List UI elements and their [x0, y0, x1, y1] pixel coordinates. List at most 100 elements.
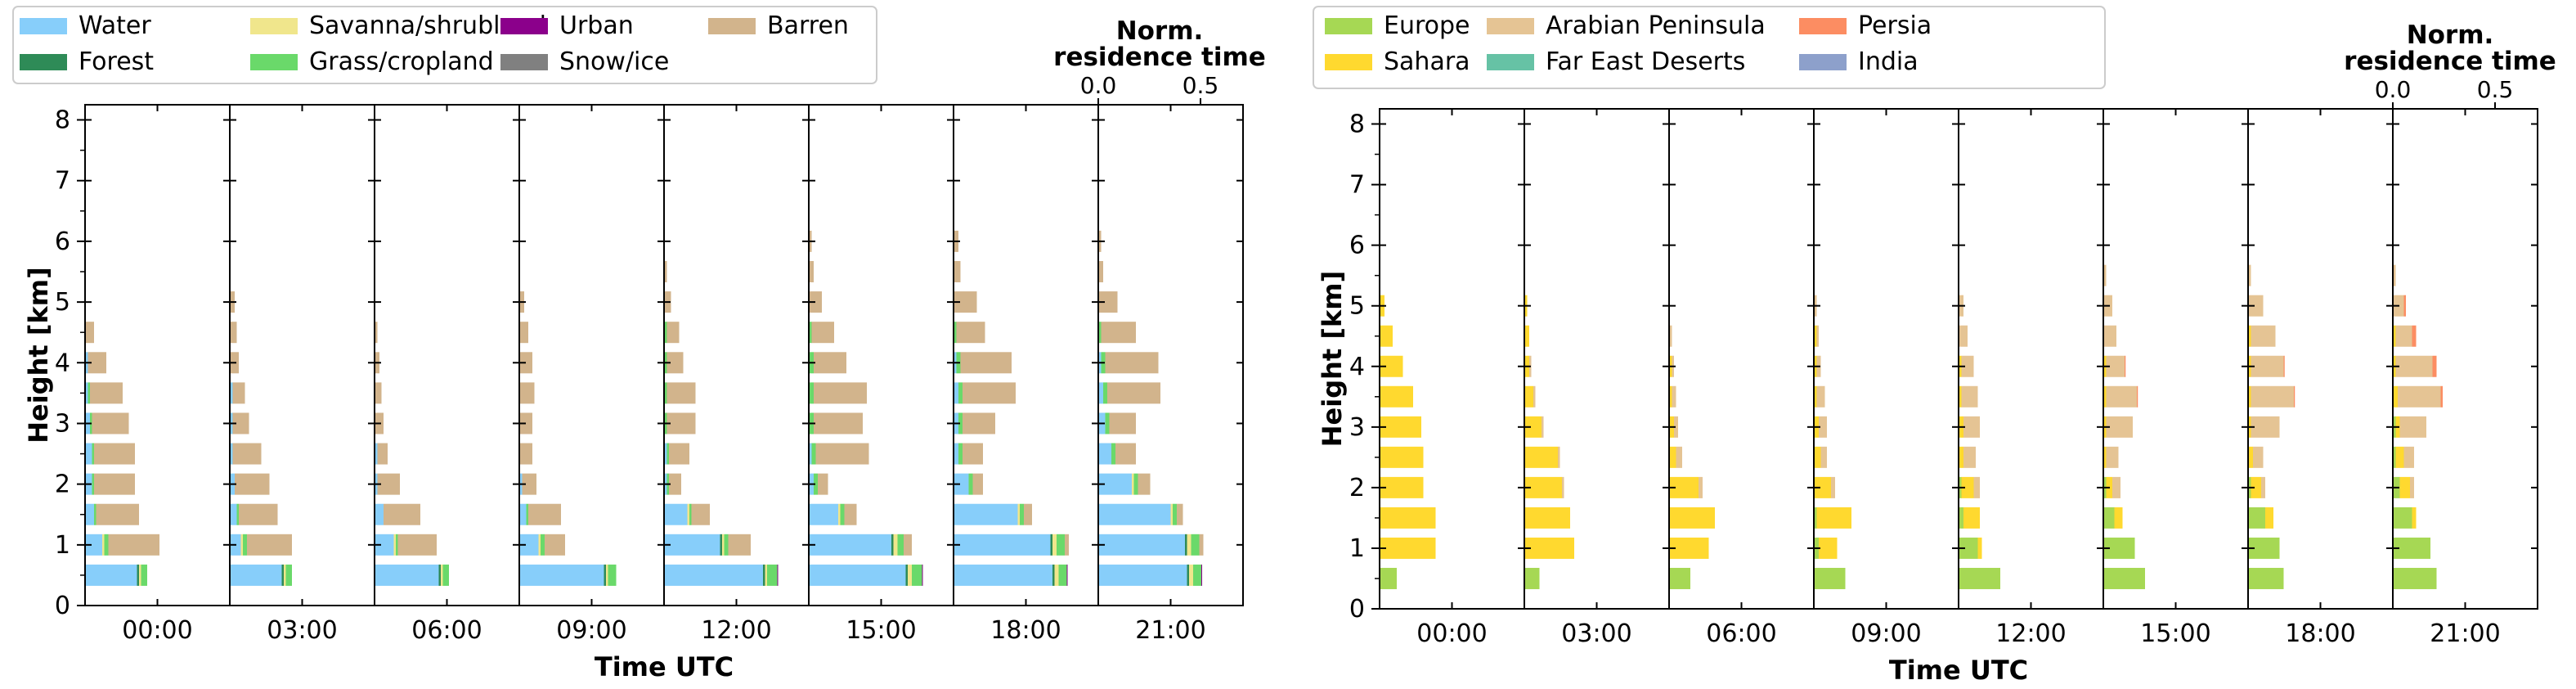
- bar-segment: [235, 473, 270, 495]
- bar-segment: [1101, 322, 1136, 344]
- bar-segment: [2394, 507, 2412, 529]
- y-tick-label: 7: [55, 167, 70, 196]
- y-tick-label: 1: [55, 531, 70, 560]
- legend-label: Snow/ice: [559, 47, 669, 76]
- inset-axis-title: Norm.: [1116, 16, 1204, 46]
- x-tick-label: 18:00: [990, 616, 1061, 645]
- bar-segment: [724, 534, 729, 556]
- bar-segment: [2394, 385, 2398, 408]
- x-tick-label: 09:00: [556, 616, 626, 645]
- y-tick-label: 4: [55, 349, 70, 377]
- bar-segment: [393, 534, 396, 556]
- bar-segment: [520, 534, 539, 556]
- bar-segment: [669, 473, 681, 495]
- bar-segment: [243, 534, 247, 556]
- y-tick-label: 7: [1349, 171, 1365, 200]
- bar-segment: [1201, 564, 1202, 586]
- bar-segment: [963, 382, 1016, 404]
- bar-segment: [86, 564, 137, 586]
- bar-segment: [1961, 385, 1978, 408]
- bar-segment: [1815, 507, 1817, 529]
- bar-segment: [86, 503, 94, 525]
- legend-swatch: [500, 54, 548, 70]
- bar-segment: [958, 412, 963, 435]
- legend-swatch: [1487, 54, 1534, 70]
- bar-segment: [2253, 446, 2264, 468]
- y-tick-label: 0: [1349, 595, 1365, 624]
- x-tick-label: 06:00: [411, 616, 482, 645]
- bar-segment: [956, 322, 985, 344]
- bar-segment: [2104, 446, 2107, 468]
- bar-segment: [810, 564, 906, 586]
- bar-segment: [811, 443, 816, 465]
- y-tick-label: 2: [55, 471, 70, 499]
- bar-segment: [1380, 385, 1413, 408]
- bar-segment: [687, 503, 689, 525]
- bar-segment: [86, 534, 102, 556]
- inset-tick-label: 0.5: [2477, 76, 2514, 103]
- bar-segment: [92, 473, 94, 495]
- bar-segment: [438, 564, 441, 586]
- bar-segment: [1193, 564, 1201, 586]
- bar-segment: [1831, 476, 1835, 498]
- bar-segment: [1065, 534, 1069, 556]
- bar-segment: [231, 503, 237, 525]
- bar-segment: [1670, 507, 1715, 529]
- bar-segment: [1525, 507, 1570, 529]
- bar-segment: [2265, 507, 2273, 529]
- bar-segment: [1105, 352, 1159, 374]
- bar-segment: [1099, 503, 1171, 525]
- bar-segment: [375, 564, 439, 586]
- legend-label: Grass/cropland: [309, 47, 494, 76]
- bar-segment: [1819, 416, 1827, 438]
- bar-segment: [2399, 476, 2410, 498]
- bar-segment: [1050, 534, 1052, 556]
- bar-segment: [522, 473, 536, 495]
- bar-segment: [1132, 473, 1134, 495]
- y-tick-label: 1: [1349, 534, 1365, 563]
- bar-segment: [954, 534, 1051, 556]
- bar-segment: [2394, 446, 2396, 468]
- bar-segment: [94, 443, 135, 465]
- bar-segment: [666, 382, 696, 404]
- bar-segment: [231, 564, 282, 586]
- bar-segment: [1138, 473, 1151, 495]
- bar-segment: [666, 352, 684, 374]
- bar-segment: [384, 503, 420, 525]
- bar-segment: [2294, 385, 2296, 408]
- bar-segment: [814, 382, 867, 404]
- bar-segment: [1959, 325, 1968, 347]
- bar-segment: [2106, 446, 2119, 468]
- legend-swatch: [500, 18, 548, 34]
- bar-segment: [1099, 382, 1103, 404]
- bars: [1380, 264, 2443, 589]
- bar-segment: [960, 352, 1012, 374]
- bar-segment: [232, 443, 262, 465]
- bar-segment: [954, 503, 1018, 525]
- bar-segment: [108, 534, 159, 556]
- x-tick-label: 21:00: [1135, 616, 1205, 645]
- bar-segment: [1380, 537, 1436, 559]
- legend-swatch: [20, 54, 67, 70]
- bar-segment: [665, 443, 667, 465]
- bar-segment: [1058, 564, 1067, 586]
- bar-segment: [538, 534, 541, 556]
- x-tick-label: 03:00: [267, 616, 337, 645]
- x-tick-label: 21:00: [2430, 619, 2500, 648]
- bar-segment: [1816, 507, 1851, 529]
- legend-swatch: [20, 18, 67, 34]
- bar-segment: [763, 564, 765, 586]
- bar-segment: [810, 534, 891, 556]
- bar-segment: [1525, 537, 1574, 559]
- bar-segment: [954, 443, 958, 465]
- bar-segment: [2251, 355, 2284, 377]
- bar-segment: [1533, 385, 1536, 408]
- bar-segment: [2412, 325, 2417, 347]
- bar-segment: [1020, 503, 1024, 525]
- bar-segment: [665, 503, 688, 525]
- bar-segment: [137, 564, 139, 586]
- bar-segment: [954, 322, 957, 344]
- bar-segment: [1380, 446, 1424, 468]
- bar-segment: [815, 443, 869, 465]
